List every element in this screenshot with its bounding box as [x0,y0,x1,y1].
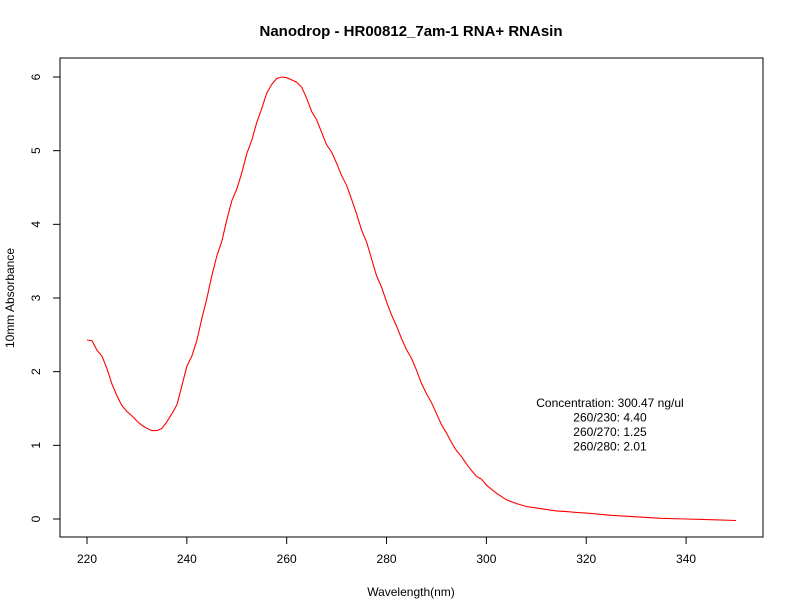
y-tick-label: 6 [29,73,43,80]
y-tick-label: 1 [29,442,43,449]
y-tick-label: 4 [29,221,43,228]
annotation-line: 260/270: 1.25 [573,425,647,439]
y-axis-label: 10mm Absorbance [3,248,17,348]
y-tick-label: 0 [29,515,43,522]
plot-frame [59,57,764,538]
absorbance-series-line [86,76,737,522]
x-axis-label: Wavelength(nm) [367,585,455,599]
x-tick-label: 260 [277,552,297,566]
x-tick-label: 340 [676,552,696,566]
y-tick-label: 5 [29,147,43,154]
chart-title: Nanodrop - HR00812_7am-1 RNA+ RNAsin [260,23,563,40]
x-tick-label: 240 [177,552,197,566]
y-axis: 0 1 2 3 4 5 6 [29,73,60,522]
x-tick-label: 300 [476,552,496,566]
annotation-line: 260/230: 4.40 [573,411,647,425]
x-tick-label: 320 [576,552,596,566]
x-tick-label: 220 [77,552,97,566]
series-layer [86,76,737,522]
annotation-line: Concentration: 300.47 ng/ul [536,396,683,410]
y-tick-label: 3 [29,294,43,301]
x-tick-label: 280 [377,552,397,566]
annotation-line: 260/280: 2.01 [573,440,647,454]
x-axis: 220 240 260 280 300 320 340 [77,537,696,566]
y-tick-label: 2 [29,368,43,375]
